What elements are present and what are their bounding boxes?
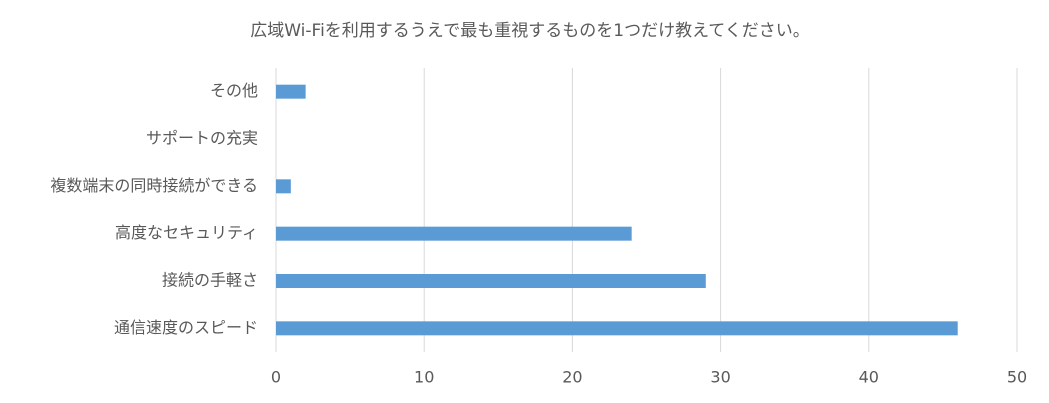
x-tick-label: 50 [1007, 368, 1027, 387]
x-tick-label: 40 [859, 368, 879, 387]
x-tick-label: 0 [271, 368, 281, 387]
y-tick-label: サポートの充実 [146, 129, 258, 148]
y-tick-label: 通信速度のスピード [114, 318, 258, 337]
x-tick-label: 30 [710, 368, 730, 387]
bar [276, 84, 306, 99]
bar [276, 226, 632, 241]
chart-title: 広域Wi-Fiを利用するうえで最も重視するものを1つだけ教えてください。 [250, 21, 810, 41]
bar [276, 274, 706, 288]
y-tick-label: 高度なセキュリティ [115, 223, 258, 242]
bar [276, 179, 291, 194]
x-tick-label: 20 [562, 368, 582, 387]
y-tick-label: 接続の手軽さ [162, 271, 258, 290]
y-tick-label: 複数端末の同時接続ができる [50, 176, 258, 195]
y-tick-label: その他 [210, 81, 258, 100]
bar [276, 321, 958, 336]
x-tick-label: 10 [414, 368, 434, 387]
